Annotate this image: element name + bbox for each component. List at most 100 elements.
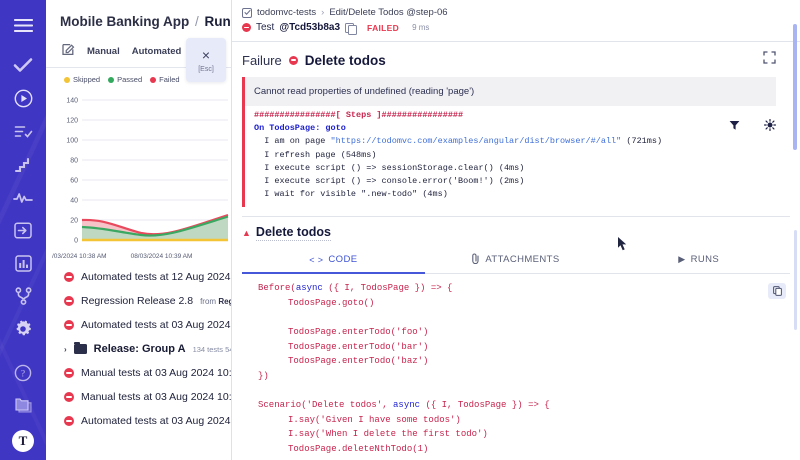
breadcrumb-project[interactable]: todomvc-tests: [257, 7, 317, 18]
legend-item-failed: Failed: [150, 75, 180, 84]
play-triangle-icon: ▶: [678, 254, 686, 265]
tab-runs[interactable]: ▶ RUNS: [607, 253, 790, 273]
avatar[interactable]: T: [12, 430, 34, 452]
x-tick-1: 08/03/2024 10:39 AM: [130, 253, 193, 260]
run-list-item[interactable]: Regression Release 2.8 from Regressi: [46, 289, 231, 313]
failed-status-icon: [64, 296, 74, 306]
failed-status-icon: [64, 320, 74, 330]
svg-text:0: 0: [74, 238, 78, 245]
code-line: }): [258, 369, 790, 384]
close-overlay-button[interactable]: × [Esc]: [186, 38, 226, 82]
caret-up-icon[interactable]: ▲: [242, 227, 251, 238]
run-group-row[interactable]: › Release: Group A 134 tests 54 n: [46, 337, 231, 361]
section-divider: [242, 216, 790, 218]
menu-icon[interactable]: [6, 10, 40, 40]
steps-output: ################[ Steps ]###############…: [245, 106, 776, 208]
svg-text:100: 100: [66, 138, 78, 145]
detail-tabs: < > CODE ATTACHMENTS ▶ RUNS: [242, 253, 790, 275]
sign-in-icon[interactable]: [6, 215, 40, 245]
failed-status-icon: [64, 416, 74, 426]
svg-text:?: ?: [21, 370, 25, 380]
code-scrollbar-thumb[interactable]: [794, 230, 797, 330]
brightness-icon[interactable]: [763, 118, 777, 136]
svg-text:80: 80: [70, 158, 78, 165]
bar-chart-icon[interactable]: [6, 248, 40, 278]
help-circle-icon[interactable]: ?: [6, 358, 40, 388]
step-line: I execute script () => sessionStorage.cl…: [264, 162, 525, 173]
failure-block: Cannot read properties of undefined (rea…: [242, 77, 776, 208]
run-list-item[interactable]: Automated tests at 03 Aug 2024 10: [46, 313, 231, 337]
code-line: I.say('Given I have some todos'): [258, 413, 790, 428]
git-branch-icon[interactable]: [6, 281, 40, 311]
tab-manual[interactable]: Manual: [87, 45, 120, 57]
copy-code-button[interactable]: [768, 283, 786, 300]
code-line: [258, 311, 790, 326]
legend-item-skipped: Skipped: [64, 75, 100, 84]
failed-status-icon: [64, 368, 74, 378]
code-token: async: [295, 283, 323, 294]
sidebar-rail-bottom: ? T: [6, 358, 40, 460]
runs-list: Automated tests at 12 Aug 2024 05 Regress…: [46, 256, 231, 433]
code-token: Scenario('Delete todos',: [258, 400, 394, 411]
project-name[interactable]: Mobile Banking App: [60, 14, 190, 29]
vertical-scrollbar-thumb[interactable]: [793, 24, 797, 150]
code-token: TodosPage.goto(): [288, 298, 375, 309]
tab-attachments[interactable]: ATTACHMENTS: [425, 253, 608, 273]
close-icon[interactable]: ×: [201, 46, 211, 63]
tab-code[interactable]: < > CODE: [242, 253, 425, 273]
code-line: [258, 384, 790, 399]
chart-svg: 140 120 100 80 60 40 20 0: [66, 98, 229, 245]
svg-text:40: 40: [70, 198, 78, 205]
run-list-item[interactable]: Automated tests at 12 Aug 2024 05: [46, 265, 231, 289]
svg-text:140: 140: [66, 98, 78, 105]
copy-icon[interactable]: [345, 22, 358, 35]
code-token: I.say('When I delete the first todo'): [288, 429, 488, 440]
test-duration: 9 ms: [412, 23, 430, 32]
paperclip-icon: [472, 253, 480, 266]
step-line: I wait for visible ".new-todo" (4ms): [264, 189, 448, 200]
tab-runs-label: RUNS: [690, 254, 720, 266]
breadcrumb-suite[interactable]: Edit/Delete Todos @step-06: [329, 7, 448, 18]
code-token: async: [393, 400, 421, 411]
x-tick-0: /03/2024 10:38 AM: [52, 253, 107, 260]
stairs-icon[interactable]: [6, 149, 40, 179]
step-line: I am on page "https://todomvc.com/exampl…: [264, 136, 663, 147]
check-icon[interactable]: [6, 50, 40, 80]
run-title: Manual tests at 03 Aug 2024 10:42: [81, 391, 232, 403]
failed-status-icon: [242, 23, 251, 32]
activity-pulse-icon[interactable]: [6, 182, 40, 212]
section-header: ▲ Delete todos: [232, 217, 800, 242]
failed-status-icon: [64, 392, 74, 402]
tab-automated[interactable]: Automated: [131, 45, 182, 57]
test-label: Test: [256, 22, 275, 33]
test-breadcrumb: todomvc-tests › Edit/Delete Todos @step-…: [232, 0, 800, 18]
runs-panel: Mobile Banking App / Runs Manual Automat…: [46, 0, 232, 460]
folder-stack-icon[interactable]: [6, 391, 40, 421]
play-circle-icon[interactable]: [6, 83, 40, 113]
code-viewer: Before(async ({ I, TodosPage }) => {Todo…: [242, 281, 790, 460]
list-check-icon[interactable]: [6, 116, 40, 146]
run-list-item[interactable]: Manual tests at 03 Aug 2024 10:43: [46, 361, 231, 385]
failure-word: Failure: [242, 52, 282, 68]
run-title: Automated tests at 12 Aug 2024 05: [81, 271, 232, 283]
code-line: Scenario('Delete todos', async ({ I, Tod…: [258, 398, 790, 413]
code-line: [258, 457, 790, 460]
expand-icon[interactable]: [763, 51, 776, 69]
sidebar-icon-rail: ? T: [0, 0, 46, 460]
run-list-item[interactable]: Automated tests at 03 Aug 2024 10: [46, 409, 231, 433]
svg-text:60: 60: [70, 178, 78, 185]
filter-funnel-icon[interactable]: [729, 118, 740, 136]
divider: [232, 41, 800, 42]
chevron-right-icon[interactable]: ›: [64, 344, 67, 354]
legend-item-passed: Passed: [108, 75, 142, 84]
test-tag: @Tcd53b8a3: [279, 22, 341, 33]
gear-icon[interactable]: [6, 314, 40, 344]
steps-header: ################[ Steps ]###############…: [254, 110, 464, 120]
code-token: ({ I, TodosPage }) => {: [322, 283, 453, 294]
run-list-item[interactable]: Manual tests at 03 Aug 2024 10:42: [46, 385, 231, 409]
section-title: Delete todos: [255, 225, 331, 242]
steps-context: On TodosPage: goto: [254, 123, 346, 134]
tab-code-label: CODE: [328, 254, 358, 266]
code-token: TodosPage.enterTodo('bar'): [288, 341, 429, 352]
edit-square-icon[interactable]: [62, 43, 75, 59]
